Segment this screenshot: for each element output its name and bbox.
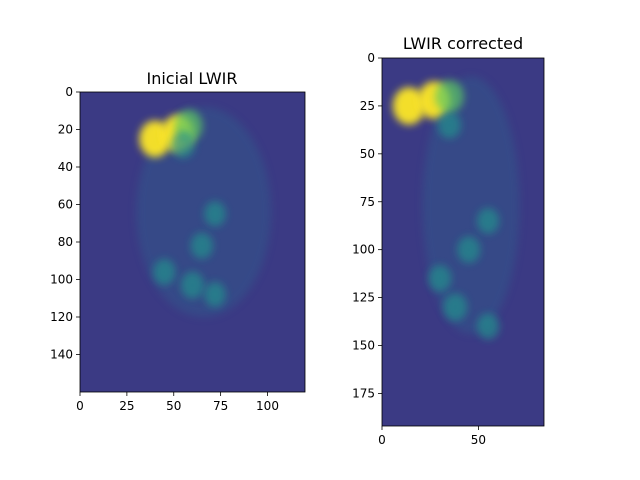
y-tick-label: 20 [58, 123, 73, 137]
heatmap-hotspot [153, 258, 176, 286]
heatmap-hotspot [428, 265, 452, 292]
axis-ticks: 0 50 0 25 50 75 100 125 150 175 [352, 51, 486, 447]
y-tick-label: 140 [50, 348, 73, 362]
x-tick-label: 50 [166, 399, 181, 413]
heatmap-hotspot [435, 79, 464, 113]
heatmap-hotspot [476, 208, 500, 234]
y-tick-label: 120 [50, 310, 73, 324]
y-tick-label: 40 [58, 160, 73, 174]
plot-title: Inicial LWIR [147, 69, 238, 88]
plot-frame [381, 57, 545, 427]
heatmap-image [80, 92, 305, 392]
y-tick-label: 175 [352, 386, 375, 400]
heatmap-hotspot [437, 111, 462, 139]
y-tick-label: 0 [367, 51, 375, 65]
y-tick-label: 100 [50, 273, 73, 287]
axis-ticks: 0 25 50 75 100 0 20 40 60 80 100 120 140 [50, 85, 279, 413]
heatmap-hotspot [171, 130, 195, 159]
y-tick-label: 125 [352, 291, 375, 305]
y-tick-label: 25 [360, 99, 375, 113]
heatmap-hotspot [476, 313, 500, 340]
x-tick-label: 0 [378, 433, 386, 447]
x-tick-label: 0 [76, 399, 84, 413]
heatmap-hotspot [204, 201, 226, 227]
heatmap-hotspot [392, 87, 426, 125]
y-tick-label: 75 [360, 195, 375, 209]
heatmap-hotspot [443, 293, 468, 322]
plot-inicial-lwir: Inicial LWIR 0 25 50 75 100 0 20 40 60 80 100 120 14… [50, 69, 306, 413]
y-tick-label: 150 [352, 339, 375, 353]
y-tick-label: 80 [58, 235, 73, 249]
x-tick-label: 25 [119, 399, 134, 413]
x-tick-label: 75 [213, 399, 228, 413]
y-tick-label: 50 [360, 147, 375, 161]
heatmap-hotspot [180, 271, 205, 299]
y-tick-label: 100 [352, 243, 375, 257]
heatmap-hotspot [190, 232, 214, 259]
heatmap-hotspot [204, 281, 226, 308]
plot-lwir-corrected: LWIR corrected 0 50 0 25 50 75 100 125 150 175 [352, 34, 545, 447]
y-tick-label: 60 [58, 198, 73, 212]
plot-title: LWIR corrected [403, 34, 523, 53]
heatmap-hotspot [457, 236, 481, 264]
x-tick-label: 100 [256, 399, 279, 413]
y-tick-label: 0 [65, 85, 73, 99]
heatmap-image [382, 58, 544, 426]
x-tick-label: 50 [471, 433, 486, 447]
